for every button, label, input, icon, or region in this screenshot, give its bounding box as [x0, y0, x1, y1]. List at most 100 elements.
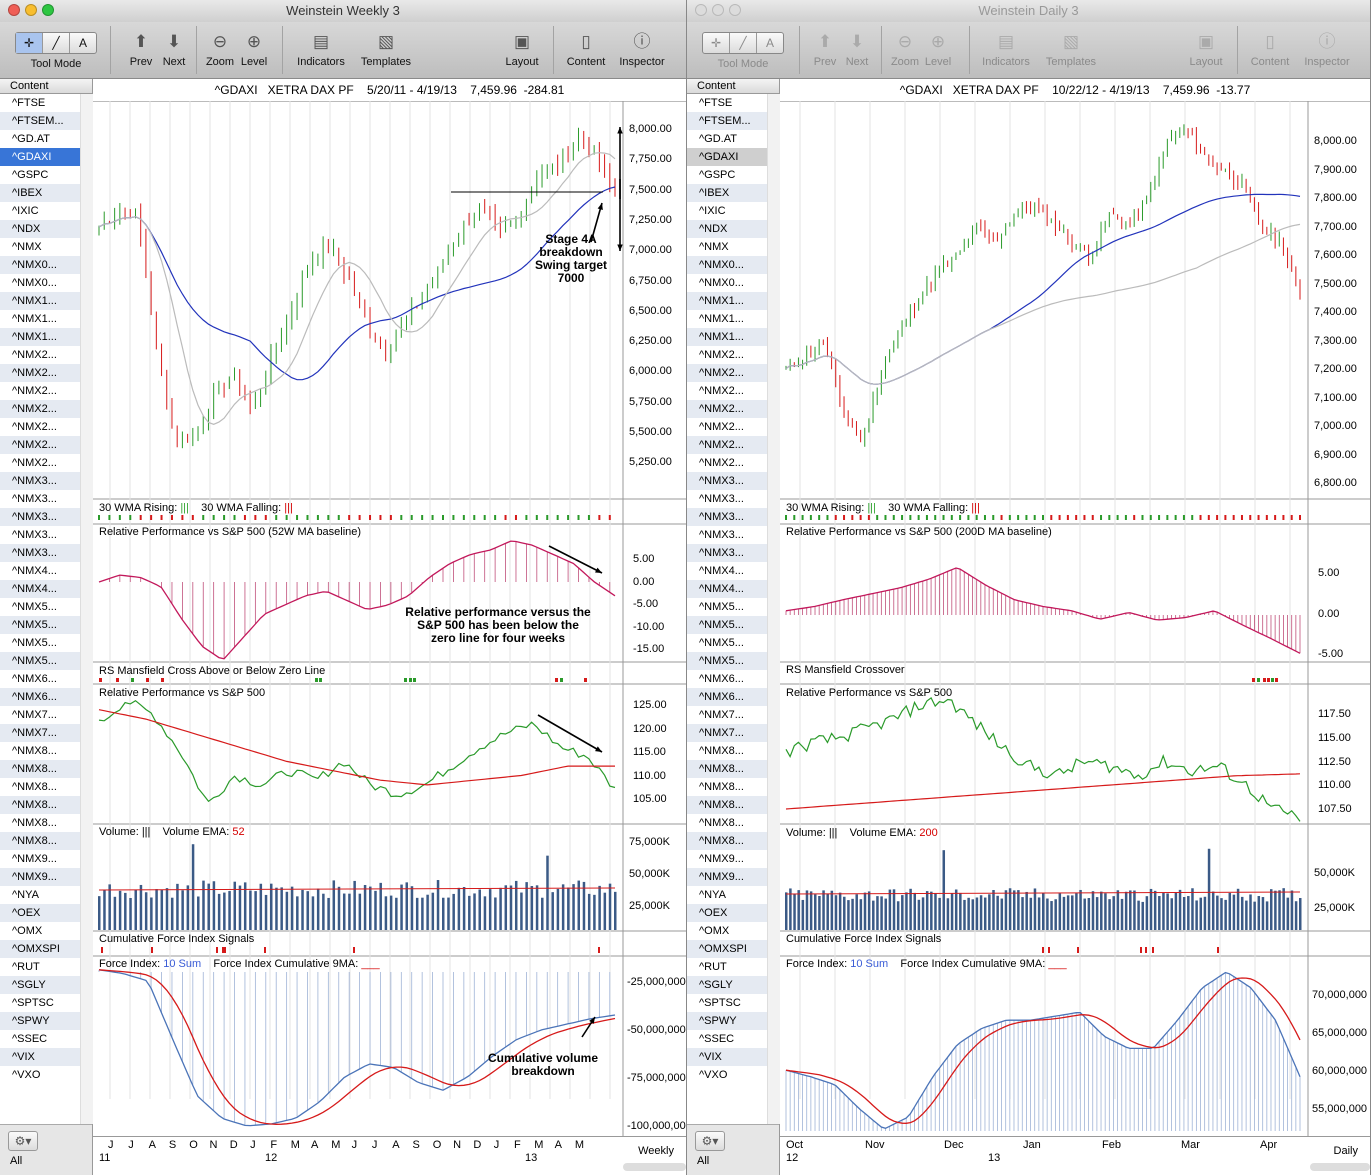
sidebar-item-symbol[interactable]: ^NMX6...	[0, 688, 80, 706]
sidebar-item-symbol[interactable]: ^IBEX	[687, 184, 767, 202]
close-button[interactable]	[8, 4, 20, 16]
content-button[interactable]: ▯ Content	[561, 28, 611, 68]
sidebar-item-symbol[interactable]: ^NYA	[699, 889, 726, 901]
sidebar-item-symbol[interactable]: ^NMX8...	[0, 832, 80, 850]
zoom-button[interactable]	[729, 4, 741, 16]
sidebar-item-symbol[interactable]: ^VXO	[12, 1069, 41, 1081]
sidebar-item-symbol[interactable]: ^NDX	[0, 220, 80, 238]
indicators-button[interactable]: ▤ Indicators	[290, 28, 352, 68]
weekly-chart-plot[interactable]	[93, 79, 687, 1137]
sidebar-item-symbol[interactable]: ^SPWY	[0, 1012, 80, 1030]
sidebar-item-symbol[interactable]: ^NMX6...	[12, 673, 57, 685]
sidebar-item-symbol[interactable]: ^NMX5...	[12, 601, 57, 613]
sidebar-item-symbol[interactable]: ^IXIC	[699, 205, 726, 217]
inspector-button[interactable]: ⓘ Inspector	[1299, 28, 1355, 68]
sidebar-item-symbol[interactable]: ^NMX5...	[687, 616, 767, 634]
sidebar-item-symbol[interactable]: ^SPTSC	[12, 997, 54, 1009]
sidebar-item-symbol[interactable]: ^OEX	[0, 904, 80, 922]
sidebar-item-symbol[interactable]: ^GD.AT	[699, 133, 737, 145]
sidebar-item-symbol[interactable]: ^FTSEM...	[0, 112, 80, 130]
sidebar-item-symbol[interactable]: ^NMX5...	[699, 601, 744, 613]
sidebar-item-symbol[interactable]: ^VXO	[699, 1069, 728, 1081]
line-tool-icon[interactable]: ╱	[730, 33, 757, 53]
sidebar-item-symbol[interactable]: ^NMX0...	[687, 256, 767, 274]
all-button[interactable]: All	[697, 1155, 710, 1167]
sidebar-item-symbol[interactable]: ^RUT	[12, 961, 40, 973]
sidebar-item-symbol[interactable]: ^NMX8...	[699, 781, 744, 793]
chart-area[interactable]: ^GDAXI XETRA DAX PF 5/20/11 - 4/19/13 7,…	[93, 79, 686, 1175]
sidebar-item-symbol[interactable]: ^NMX8...	[687, 832, 767, 850]
sidebar-item-symbol[interactable]: ^RUT	[699, 961, 727, 973]
sidebar-item-symbol[interactable]: ^IBEX	[0, 184, 80, 202]
sidebar-item-symbol[interactable]: ^NMX7...	[699, 709, 744, 721]
line-tool-icon[interactable]: ╱	[43, 33, 70, 53]
sidebar-item-symbol[interactable]: ^OMX	[699, 925, 730, 937]
gear-icon[interactable]: ⚙▾	[8, 1131, 38, 1151]
sidebar-item-symbol[interactable]: ^NMX3...	[699, 529, 744, 541]
sidebar-item-symbol[interactable]: ^NMX3...	[12, 529, 57, 541]
sidebar-item-symbol[interactable]: ^NMX1...	[687, 292, 767, 310]
sidebar-item-symbol[interactable]: ^NMX6...	[699, 673, 744, 685]
tool-mode-control[interactable]: ✛ ╱ A Tool Mode	[12, 28, 100, 70]
sidebar-item-symbol[interactable]: ^NMX5...	[0, 616, 80, 634]
minimize-button[interactable]	[25, 4, 37, 16]
sidebar-item-symbol[interactable]: ^GSPC	[699, 169, 736, 181]
sidebar-item-symbol[interactable]: ^NMX6...	[687, 688, 767, 706]
sidebar-item-symbol[interactable]: ^NMX4...	[0, 580, 80, 598]
sidebar-item-symbol[interactable]: ^NMX4...	[699, 565, 744, 577]
indicators-button[interactable]: ▤ Indicators	[975, 28, 1037, 68]
sidebar-scrollbar[interactable]	[767, 94, 780, 1124]
sidebar-item-symbol[interactable]: ^NMX2...	[699, 457, 744, 469]
sidebar-item-symbol[interactable]: ^NMX8...	[687, 760, 767, 778]
zoom-button[interactable]	[42, 4, 54, 16]
sidebar-item-symbol[interactable]: ^NMX0...	[699, 277, 744, 289]
sidebar-item-symbol[interactable]: ^NMX1...	[699, 313, 744, 325]
sidebar-item-symbol[interactable]: ^NMX3...	[687, 508, 767, 526]
sidebar-item-symbol[interactable]: ^NMX3...	[687, 472, 767, 490]
sidebar-item-symbol[interactable]: ^NMX5...	[0, 652, 80, 670]
sidebar-item-symbol[interactable]: ^NMX4...	[687, 580, 767, 598]
sidebar-item-symbol[interactable]: ^NMX2...	[12, 385, 57, 397]
minimize-button[interactable]	[712, 4, 724, 16]
sidebar-item-symbol[interactable]: ^NMX9...	[12, 853, 57, 865]
gear-icon[interactable]: ⚙▾	[695, 1131, 725, 1151]
sidebar-item-symbol[interactable]: ^NMX2...	[687, 400, 767, 418]
sidebar-item-symbol[interactable]: ^NMX8...	[12, 781, 57, 793]
horizontal-scrollbar[interactable]	[623, 1163, 686, 1171]
next-button[interactable]: ⬇ Next	[157, 28, 191, 68]
sidebar-item-symbol[interactable]: ^NMX2...	[12, 349, 57, 361]
sidebar-item-symbol[interactable]: ^NYA	[12, 889, 39, 901]
sidebar-item-symbol[interactable]: ^OMX	[12, 925, 43, 937]
sidebar-item-symbol[interactable]: ^NMX1...	[0, 328, 80, 346]
sidebar-item-symbol[interactable]: ^NMX3...	[687, 544, 767, 562]
text-tool-icon[interactable]: A	[765, 36, 774, 50]
sidebar-item-symbol[interactable]: ^NMX3...	[0, 472, 80, 490]
sidebar-item-symbol[interactable]: ^NMX9...	[0, 868, 80, 886]
sidebar-item-symbol[interactable]: ^OEX	[687, 904, 767, 922]
all-button[interactable]: All	[10, 1155, 23, 1167]
symbol-list[interactable]: ^FTSE ^FTSEM... ^GD.AT ^GDAXI ^GSPC ^IBEX ^IXI…	[687, 94, 767, 1124]
sidebar-item-symbol[interactable]: ^SPWY	[687, 1012, 767, 1030]
sidebar-item-symbol[interactable]: ^NMX7...	[0, 724, 80, 742]
sidebar-item-symbol[interactable]: ^GD.AT	[12, 133, 50, 145]
sidebar-item-symbol[interactable]: ^NMX2...	[0, 400, 80, 418]
sidebar-item-symbol[interactable]: ^NMX8...	[699, 817, 744, 829]
inspector-button[interactable]: ⓘ Inspector	[614, 28, 670, 68]
tool-mode-control[interactable]: ✛ ╱ A Tool Mode	[699, 28, 787, 70]
prev-button[interactable]: ⬆ Prev	[808, 28, 842, 68]
sidebar-item-symbol[interactable]: ^SSEC	[699, 1033, 735, 1045]
sidebar-item-symbol[interactable]: ^IXIC	[12, 205, 39, 217]
sidebar-item-symbol[interactable]: ^NMX8...	[0, 760, 80, 778]
sidebar-item-symbol[interactable]: ^NMX2...	[12, 457, 57, 469]
sidebar-item-symbol[interactable]: ^NMX	[12, 241, 42, 253]
sidebar-item-symbol[interactable]: ^NMX3...	[0, 544, 80, 562]
sidebar-item-symbol[interactable]: ^VIX	[687, 1048, 767, 1066]
sidebar-item-symbol[interactable]: ^FTSE	[699, 97, 733, 109]
sidebar-item-symbol[interactable]: ^OMXSPI	[687, 940, 767, 958]
sidebar-item-symbol[interactable]: ^GSPC	[12, 169, 49, 181]
level-button[interactable]: ⊕ Level	[236, 28, 272, 68]
sidebar-item-symbol[interactable]: ^NMX0...	[0, 256, 80, 274]
sidebar-item-symbol[interactable]: ^NMX8...	[12, 745, 57, 757]
sidebar-item-symbol[interactable]: ^FTSE	[12, 97, 46, 109]
sidebar-item-symbol[interactable]: ^NMX3...	[699, 493, 744, 505]
